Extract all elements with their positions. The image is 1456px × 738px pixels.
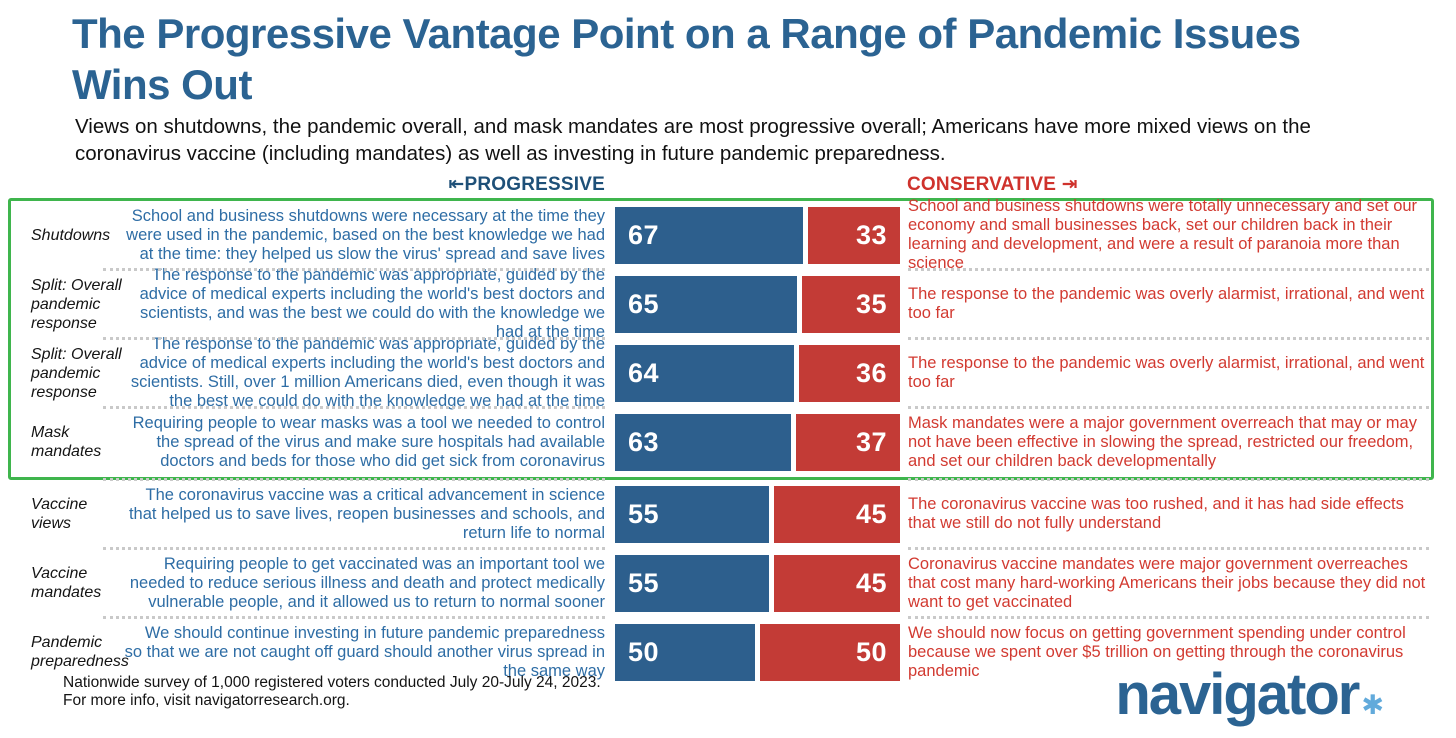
conservative-statement: Mask mandates were a major government ov…	[908, 413, 1417, 470]
conservative-statement: The response to the pandemic was overly …	[908, 285, 1425, 323]
survey-row: Pandemic preparedness We should continue…	[11, 615, 1431, 687]
conservative-value: 33	[855, 219, 887, 250]
survey-row: Split: Overall pandemic response The res…	[11, 335, 1431, 410]
progressive-statement: The response to the pandemic was appropr…	[139, 266, 605, 342]
conservative-bar: 37	[796, 413, 900, 471]
conservative-statement: School and business shutdowns were total…	[908, 197, 1418, 273]
conservative-statement: The coronavirus vaccine was too rushed, …	[908, 495, 1404, 533]
progressive-value: 55	[628, 567, 660, 598]
highlighted-group-box: Shutdowns School and business shutdowns …	[8, 197, 1434, 480]
conservative-value: 45	[855, 498, 887, 529]
category-label: Vaccine views	[31, 496, 88, 533]
survey-row: Mask mandates Requiring people to wear m…	[11, 405, 1431, 477]
bar-pair: 63 37	[615, 413, 900, 471]
conservative-bar: 33	[807, 206, 900, 264]
progressive-axis-label: ⇤PROGRESSIVE	[448, 172, 605, 195]
survey-row: Vaccine views The coronavirus vaccine wa…	[11, 477, 1431, 549]
conservative-value: 37	[855, 426, 887, 457]
progressive-statement: Requiring people to wear masks was a too…	[132, 413, 605, 470]
conservative-statement: Coronavirus vaccine mandates were major …	[908, 554, 1426, 611]
survey-row: Shutdowns School and business shutdowns …	[11, 197, 1431, 272]
progressive-statement: The coronavirus vaccine was a critical a…	[128, 485, 605, 542]
navigator-logo: navigator ✱	[1115, 666, 1384, 724]
left-arrow-to-bar-icon: ⇤	[448, 172, 465, 195]
progressive-statement: We should continue investing in future p…	[124, 623, 605, 680]
title-line-1: The Progressive Vantage Point on a Range…	[72, 10, 1301, 57]
conservative-value: 50	[855, 636, 887, 667]
subtitle: Views on shutdowns, the pandemic overall…	[75, 115, 1311, 166]
conservative-statement: We should now focus on getting governmen…	[908, 623, 1406, 680]
unhighlighted-group: Vaccine views The coronavirus vaccine wa…	[11, 477, 1431, 687]
progressive-bar: 67	[615, 206, 803, 264]
footnote-line-2: For more info, visit navigatorresearch.o…	[63, 692, 350, 710]
logo-wordmark: navigator	[1115, 662, 1360, 727]
progressive-value: 63	[628, 426, 660, 457]
progressive-value: 55	[628, 498, 660, 529]
conservative-bar: 45	[774, 554, 900, 612]
progressive-statement: School and business shutdowns were neces…	[126, 206, 605, 263]
conservative-value: 45	[855, 567, 887, 598]
conservative-value: 36	[855, 357, 887, 388]
footnote-line-1: Nationwide survey of 1,000 registered vo…	[63, 674, 601, 691]
category-label: Pandemic preparedness	[31, 634, 129, 671]
category-label: Split: Overall pandemic response	[31, 276, 122, 332]
category-label: Mask mandates	[31, 424, 102, 461]
progressive-bar: 55	[615, 485, 769, 543]
conservative-bar: 50	[760, 623, 900, 681]
progressive-bar: 50	[615, 623, 755, 681]
axis-header: ⇤PROGRESSIVE CONSERVATIVE ⇥	[0, 168, 1456, 198]
bar-pair: 64 36	[615, 344, 900, 402]
asterisk-icon: ✱	[1361, 690, 1384, 721]
progressive-value: 64	[628, 357, 660, 388]
bar-pair: 67 33	[615, 206, 900, 264]
progressive-statement: Requiring people to get vaccinated was a…	[129, 554, 605, 611]
progressive-bar: 63	[615, 413, 792, 471]
conservative-statement: The response to the pandemic was overly …	[908, 354, 1425, 392]
right-arrow-to-bar-icon: ⇥	[1061, 172, 1078, 195]
conservative-bar: 36	[799, 344, 900, 402]
progressive-bar: 64	[615, 344, 795, 402]
page-title: The Progressive Vantage Point on a Range…	[72, 8, 1396, 110]
bar-pair: 50 50	[615, 623, 900, 681]
bar-pair: 55 45	[615, 485, 900, 543]
conservative-bar: 45	[774, 485, 900, 543]
progressive-value: 50	[628, 636, 660, 667]
survey-row: Split: Overall pandemic response The res…	[11, 266, 1431, 341]
title-line-2: Wins Out	[72, 61, 252, 109]
progressive-statement: The response to the pandemic was appropr…	[130, 335, 605, 411]
chart: Shutdowns School and business shutdowns …	[0, 197, 1456, 687]
progressive-bar: 65	[615, 275, 797, 333]
survey-row: Vaccine mandates Requiring people to get…	[11, 546, 1431, 618]
conservative-bar: 35	[802, 275, 900, 333]
conservative-value: 35	[855, 288, 887, 319]
category-label: Shutdowns	[31, 226, 111, 244]
progressive-value: 65	[628, 288, 660, 319]
bar-pair: 65 35	[615, 275, 900, 333]
bar-pair: 55 45	[615, 554, 900, 612]
progressive-value: 67	[628, 219, 660, 250]
conservative-axis-label: CONSERVATIVE ⇥	[907, 172, 1078, 195]
category-label: Vaccine mandates	[31, 565, 102, 602]
category-label: Split: Overall pandemic response	[31, 345, 122, 401]
survey-footnote: Nationwide survey of 1,000 registered vo…	[63, 674, 601, 711]
progressive-bar: 55	[615, 554, 769, 612]
